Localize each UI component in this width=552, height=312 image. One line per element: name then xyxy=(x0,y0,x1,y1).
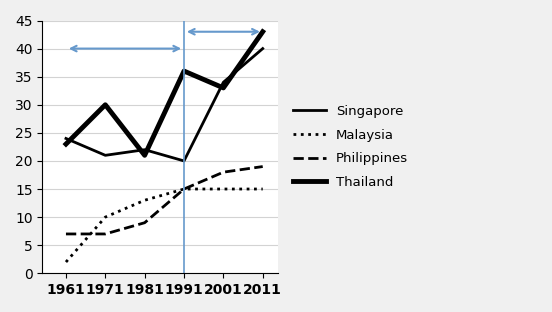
Philippines xyxy=(141,221,148,225)
Singapore xyxy=(62,137,69,140)
Malaysia xyxy=(259,187,266,191)
Line: Malaysia: Malaysia xyxy=(66,189,263,262)
Philippines xyxy=(181,187,187,191)
Malaysia xyxy=(141,198,148,202)
Malaysia xyxy=(102,215,109,219)
Malaysia xyxy=(181,187,187,191)
Philippines xyxy=(62,232,69,236)
Singapore xyxy=(259,47,266,51)
Singapore xyxy=(220,80,227,84)
Thailand xyxy=(62,142,69,146)
Thailand xyxy=(259,30,266,34)
Philippines xyxy=(102,232,109,236)
Thailand xyxy=(141,154,148,157)
Singapore xyxy=(102,154,109,157)
Thailand xyxy=(220,86,227,90)
Malaysia xyxy=(220,187,227,191)
Singapore xyxy=(141,148,148,152)
Line: Singapore: Singapore xyxy=(66,49,263,161)
Philippines xyxy=(220,170,227,174)
Thailand xyxy=(102,103,109,107)
Line: Philippines: Philippines xyxy=(66,167,263,234)
Thailand xyxy=(181,69,187,73)
Singapore xyxy=(181,159,187,163)
Philippines xyxy=(259,165,266,168)
Malaysia xyxy=(62,260,69,264)
Legend: Singapore, Malaysia, Philippines, Thailand: Singapore, Malaysia, Philippines, Thaila… xyxy=(288,100,413,194)
Line: Thailand: Thailand xyxy=(66,32,263,155)
